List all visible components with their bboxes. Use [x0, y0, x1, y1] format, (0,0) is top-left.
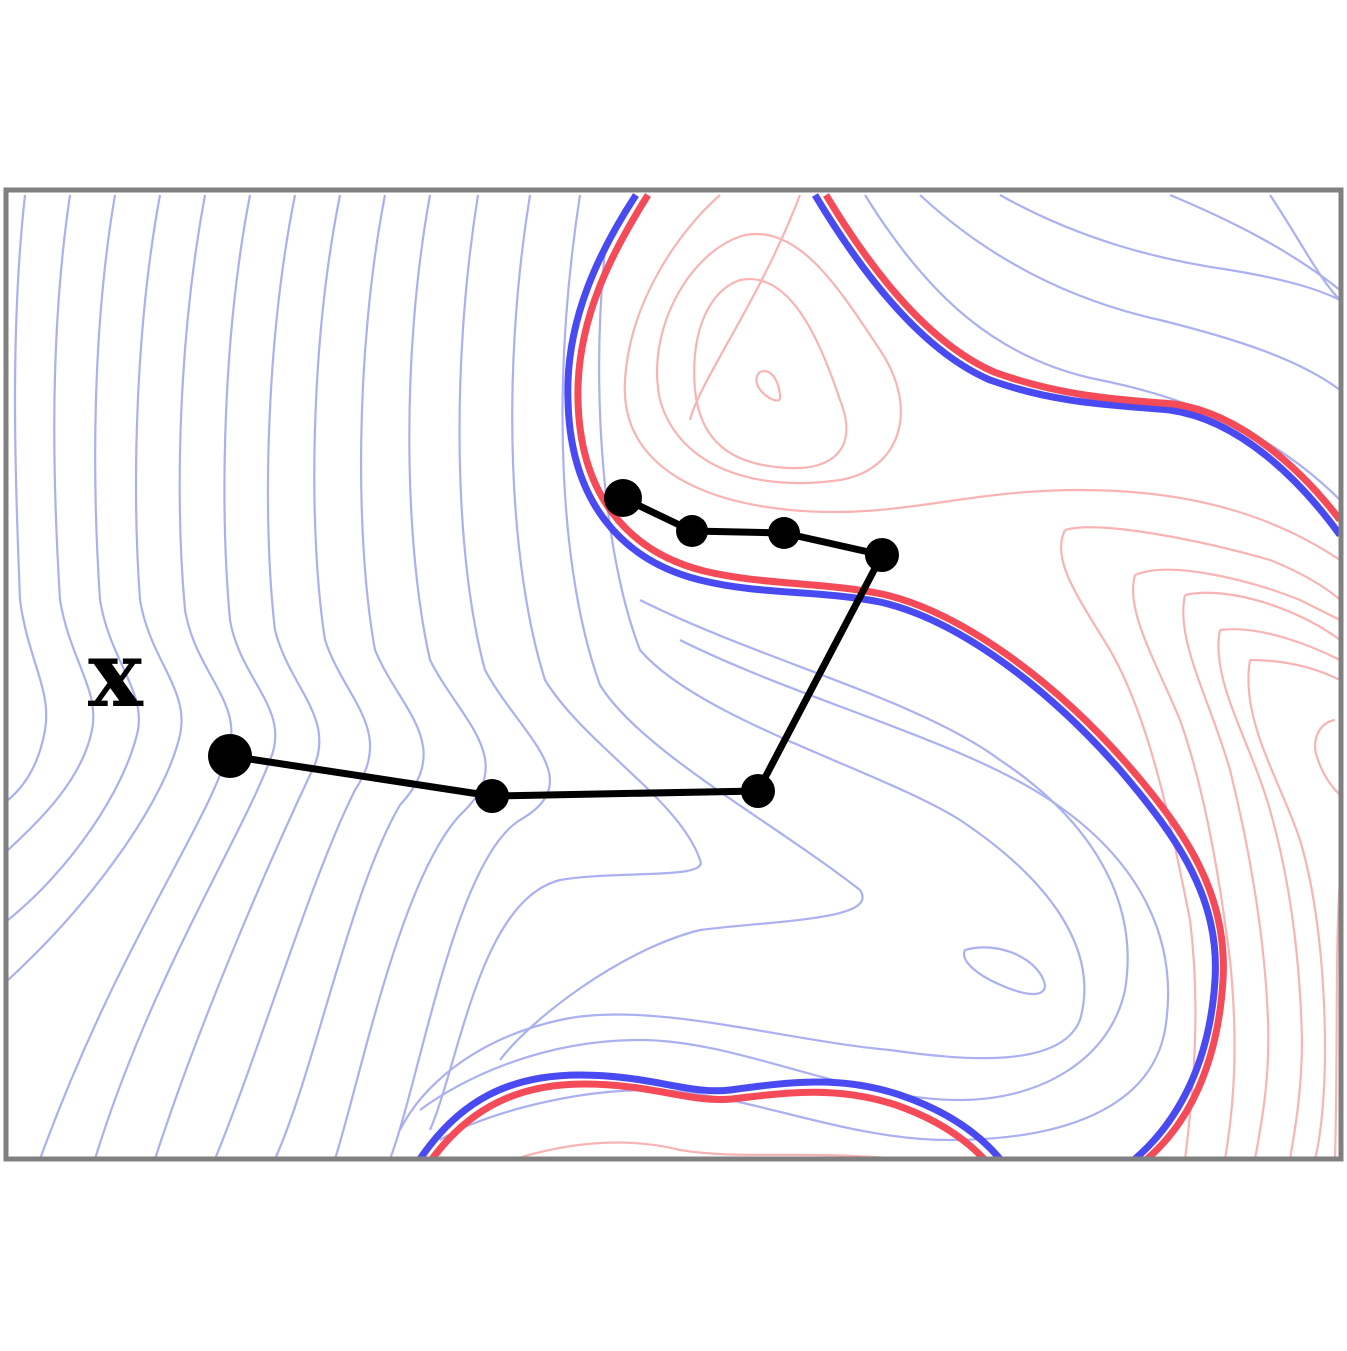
start-point-label: x: [88, 620, 144, 728]
zero-level-boundary: [417, 193, 1341, 1159]
path-point: [676, 515, 708, 547]
path-point: [741, 774, 775, 808]
path-point: [768, 517, 800, 549]
path-point-start: [208, 734, 252, 778]
plot-frame: [3, 187, 1344, 1162]
path-point: [475, 779, 509, 813]
negative-contour-lines: [7, 193, 1341, 1159]
path-point-end: [604, 479, 642, 517]
plot-background: [6, 190, 1341, 1159]
path-point: [865, 538, 899, 572]
positive-contour-lines: [514, 194, 1341, 1159]
optimization-path: [208, 479, 899, 813]
